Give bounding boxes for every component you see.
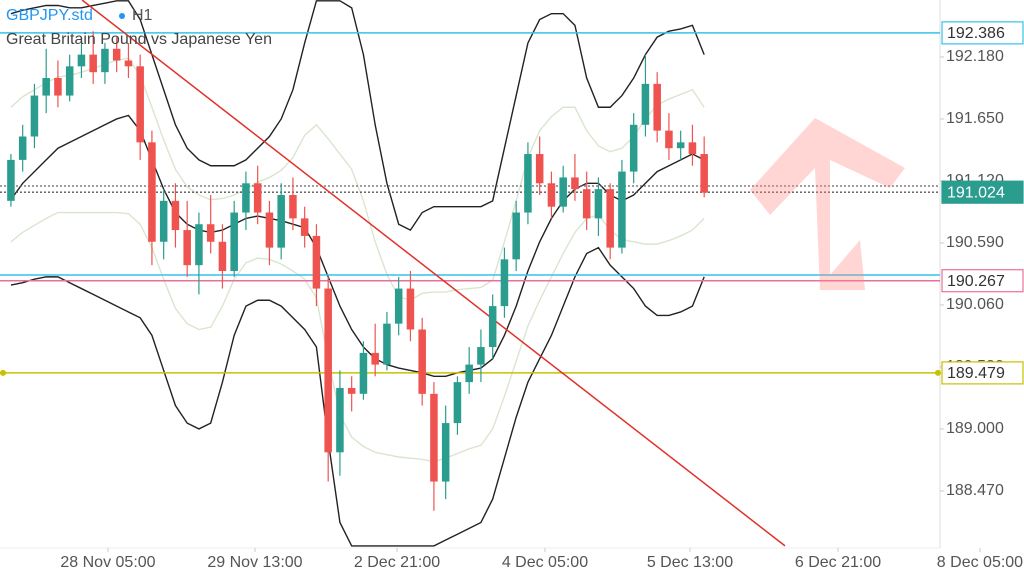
candle-body bbox=[159, 200, 168, 242]
candle-body bbox=[559, 177, 567, 207]
candle-body bbox=[300, 218, 309, 236]
level-label: 192.386 bbox=[947, 25, 1005, 42]
y-tick-label: 191.650 bbox=[946, 110, 1004, 127]
candle-body bbox=[606, 189, 614, 248]
candle-body bbox=[629, 124, 638, 172]
y-tick-label: 188.470 bbox=[946, 482, 1004, 499]
level-label: 190.267 bbox=[947, 273, 1005, 290]
candle-body bbox=[700, 154, 708, 193]
candle-body bbox=[242, 183, 250, 213]
candle-body bbox=[65, 66, 74, 96]
candle-body bbox=[676, 142, 685, 149]
candle-body bbox=[30, 95, 39, 137]
y-tick-label: 192.180 bbox=[946, 48, 1004, 65]
level-label: 191.024 bbox=[947, 184, 1005, 201]
arrow-shape bbox=[750, 118, 905, 290]
candle-body bbox=[230, 212, 238, 272]
x-tick-label: 6 Dec 21:00 bbox=[795, 554, 881, 571]
candle-body bbox=[688, 142, 697, 155]
symbol-title: GBPJPY.std bbox=[6, 7, 93, 24]
candle-body bbox=[477, 347, 485, 365]
candle-body bbox=[89, 54, 97, 73]
level-label-box bbox=[941, 269, 1024, 293]
candle-body bbox=[77, 54, 86, 67]
y-tick-label: 190.060 bbox=[946, 296, 1004, 313]
candle-body bbox=[465, 364, 473, 383]
candle-body bbox=[18, 136, 27, 160]
y-tick-label: 189.000 bbox=[946, 420, 1004, 437]
candle-body bbox=[441, 423, 450, 482]
candle-body bbox=[136, 66, 144, 143]
candle-body bbox=[265, 212, 274, 248]
x-tick-label: 4 Dec 05:00 bbox=[502, 554, 588, 571]
candle-body bbox=[653, 83, 661, 131]
candle-body bbox=[7, 159, 15, 201]
candle-body bbox=[371, 352, 379, 365]
plot-layer bbox=[0, 0, 940, 547]
candle-body bbox=[359, 352, 368, 394]
candle-body bbox=[488, 306, 497, 348]
timeframe: H1 bbox=[132, 7, 153, 24]
candle-body bbox=[406, 288, 415, 330]
candle-body bbox=[277, 194, 285, 248]
candle-body bbox=[42, 78, 50, 96]
candle-body bbox=[571, 177, 579, 190]
band-line bbox=[10, 57, 705, 302]
candle-body bbox=[512, 212, 520, 260]
candle-body bbox=[665, 130, 673, 149]
band-line bbox=[10, 114, 705, 377]
watermark-arrow bbox=[750, 118, 905, 290]
candle-body bbox=[289, 194, 297, 219]
candle-body bbox=[430, 393, 438, 482]
separator-dot bbox=[119, 13, 125, 19]
candle-body bbox=[112, 48, 121, 61]
candle-body bbox=[324, 288, 332, 453]
level-label-box bbox=[941, 361, 1024, 385]
candle-body bbox=[641, 83, 650, 125]
candle-body bbox=[171, 200, 180, 231]
trendline bbox=[81, 0, 786, 547]
candle-body bbox=[101, 48, 109, 73]
x-tick-label: 8 Dec 05:00 bbox=[937, 554, 1023, 571]
x-tick-label: 2 Dec 21:00 bbox=[354, 554, 440, 571]
candle-body bbox=[618, 171, 626, 248]
symbol-subtitle: Great Britain Pound vs Japanese Yen bbox=[6, 31, 272, 48]
level-label-box bbox=[941, 21, 1024, 45]
candle-body bbox=[183, 230, 191, 266]
candle-body bbox=[383, 323, 391, 365]
x-tick-label: 29 Nov 13:00 bbox=[207, 554, 302, 571]
y-tick-label: 190.590 bbox=[946, 234, 1004, 251]
candle-body bbox=[582, 189, 591, 219]
level-label-box bbox=[941, 180, 1024, 204]
candle-body bbox=[418, 329, 426, 394]
candle-body bbox=[124, 60, 133, 67]
candle-body bbox=[535, 154, 544, 184]
level-label: 189.479 bbox=[947, 365, 1005, 382]
candle-body bbox=[148, 142, 156, 242]
label-layer: 192.386 191.024 190.267 189.479 bbox=[0, 21, 1024, 385]
x-tick-label: 5 Dec 13:00 bbox=[647, 554, 733, 571]
level-handle bbox=[935, 369, 941, 376]
band-line bbox=[10, 0, 705, 231]
candle-body bbox=[54, 78, 62, 96]
candle-body bbox=[547, 183, 556, 207]
x-tick-label: 28 Nov 05:00 bbox=[60, 554, 155, 571]
candle-body bbox=[594, 189, 603, 219]
candle-body bbox=[336, 387, 344, 453]
candle-body bbox=[453, 382, 462, 424]
candle-body bbox=[394, 288, 403, 324]
candle-body bbox=[312, 235, 321, 289]
candle-body bbox=[253, 183, 262, 213]
candle-body bbox=[206, 224, 215, 242]
candle-body bbox=[500, 259, 509, 307]
candle-body bbox=[524, 154, 532, 213]
band-line bbox=[10, 246, 705, 547]
candle-body bbox=[195, 224, 203, 266]
candle-body bbox=[218, 241, 227, 272]
level-handle bbox=[0, 369, 6, 376]
candle-body bbox=[347, 387, 356, 394]
